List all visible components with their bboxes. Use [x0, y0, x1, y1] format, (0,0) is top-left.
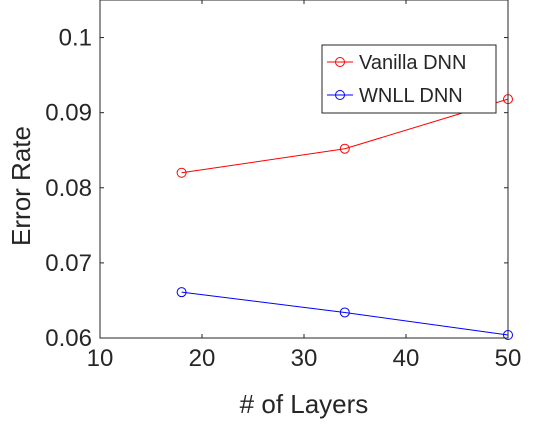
data-point — [339, 143, 350, 154]
y-axis-label: Error Rate — [6, 126, 36, 246]
legend: Vanilla DNN WNLL DNN — [321, 44, 497, 114]
legend-swatch-marker — [335, 90, 345, 100]
legend-label: WNLL DNN — [359, 85, 463, 107]
data-point — [176, 287, 187, 298]
y-tick-label: 0.1 — [59, 25, 92, 52]
series-line — [181, 98, 509, 174]
series-vanilla-dnn — [176, 94, 513, 178]
series-line — [181, 291, 509, 336]
legend-entry: Vanilla DNN — [327, 52, 466, 74]
x-tick-label: 20 — [189, 345, 216, 372]
y-tick-label: 0.09 — [45, 100, 92, 127]
x-tick-label: 10 — [87, 345, 114, 372]
legend-entry: WNLL DNN — [327, 85, 463, 107]
x-tick-label: 30 — [291, 345, 318, 372]
tick-layer: 10 20 30 40 50 0.06 0.07 0.08 0.09 0.1 — [45, 0, 521, 372]
y-tick-label: 0.06 — [45, 325, 92, 352]
x-tick-label: 40 — [393, 345, 420, 372]
x-tick-label: 50 — [495, 345, 522, 372]
legend-box — [321, 44, 497, 114]
x-axis-label: # of Layers — [240, 389, 369, 419]
legend-label: Vanilla DNN — [359, 52, 466, 74]
y-tick-label: 0.08 — [45, 175, 92, 202]
data-point — [176, 167, 187, 178]
y-tick-label: 0.07 — [45, 250, 92, 277]
data-point — [339, 307, 350, 318]
legend-swatch-marker — [335, 57, 345, 67]
